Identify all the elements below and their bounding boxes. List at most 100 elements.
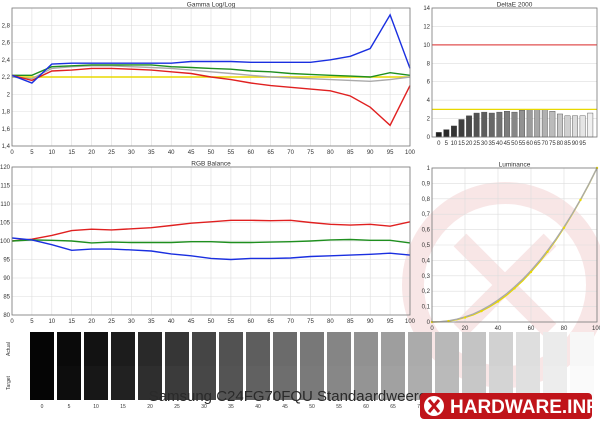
swatch-actual	[84, 332, 108, 366]
x-tick-label: 100	[592, 326, 600, 332]
swatch-label: 5	[68, 404, 71, 410]
series-line-green	[12, 64, 411, 78]
y-tick-label: 0,3	[422, 274, 431, 280]
y-tick-label: 2	[7, 92, 11, 98]
swatch-actual	[300, 332, 324, 366]
swatch-actual	[408, 332, 432, 366]
x-tick-label: 55	[519, 141, 526, 147]
x-tick-label: 20	[462, 326, 469, 332]
swatch-label: 40	[255, 404, 261, 410]
y-tick-label: 115	[0, 184, 10, 190]
swatch-label: 60	[363, 404, 369, 410]
series-line-red	[11, 67, 411, 127]
x-tick-label: 90	[367, 150, 374, 156]
plot-frame	[431, 167, 598, 323]
x-tick-label: 70	[287, 150, 294, 156]
swatch-label: 50	[309, 404, 315, 410]
x-tick-label: 25	[108, 150, 115, 156]
x-tick-label: 90	[572, 141, 579, 147]
plot-frame	[11, 166, 411, 316]
y-tick-label: 0,9	[422, 181, 431, 187]
y-tick-label: 100	[0, 239, 11, 245]
bar	[587, 112, 594, 138]
chart-3: Luminance 0 0,1 0,2 0,3 0,4 0,5 0,6 0,7 0,8 0,9 1 0 2…	[422, 162, 600, 333]
series-line-blue	[11, 13, 411, 84]
luminance-point	[463, 316, 467, 319]
bar	[435, 132, 442, 138]
x-tick-label: 85	[564, 141, 571, 147]
bar	[511, 111, 518, 138]
x-tick-label: 0	[437, 141, 441, 147]
y-tick-label: 1	[427, 166, 431, 172]
swatch-label: 65	[390, 404, 396, 410]
swatch-target	[111, 366, 135, 400]
x-tick-label: 65	[534, 141, 541, 147]
chart-title: DeltaE 2000	[497, 2, 533, 9]
strip-label-actual: Actual	[6, 342, 12, 356]
swatch-actual	[57, 332, 81, 366]
y-tick-label: 0,2	[422, 289, 431, 295]
bar	[541, 109, 548, 138]
swatch-actual	[246, 332, 270, 366]
x-tick-label: 40	[168, 319, 175, 325]
swatch-actual	[570, 332, 594, 366]
strip-label-target: Target	[6, 375, 12, 390]
x-tick-label: 55	[228, 150, 235, 156]
swatch-actual	[381, 332, 405, 366]
x-tick-label: 40	[168, 150, 175, 156]
swatch-actual	[138, 332, 162, 366]
bar	[504, 110, 510, 138]
chart-2: RGB Balance 80 85 90 95 100 105 110 115 120 0 5 10 15…	[0, 161, 416, 326]
x-tick-label: 75	[307, 150, 314, 156]
chart-title: Luminance	[499, 162, 531, 169]
x-tick-label: 20	[466, 141, 473, 147]
x-tick-label: 55	[228, 319, 235, 325]
x-tick-label: 5	[30, 319, 34, 325]
x-tick-label: 10	[48, 319, 55, 325]
y-tick-label: 1,8	[2, 110, 11, 116]
x-tick-label: 100	[405, 319, 416, 325]
y-tick-label: 90	[3, 276, 10, 282]
x-tick-label: 65	[267, 150, 274, 156]
y-tick-label: 1,4	[2, 144, 11, 150]
plot-frame	[431, 7, 598, 138]
x-tick-label: 35	[488, 141, 495, 147]
x-tick-label: 15	[68, 150, 75, 156]
y-tick-label: 4	[427, 98, 431, 104]
bar	[466, 115, 472, 138]
y-tick-label: 2,4	[2, 58, 11, 64]
swatch-actual	[489, 332, 513, 366]
x-tick-label: 20	[88, 150, 95, 156]
swatch-target	[165, 366, 189, 400]
x-tick-label: 30	[128, 150, 135, 156]
series-line-red	[11, 219, 411, 242]
series-line-gray	[11, 65, 411, 83]
swatch-label: 15	[120, 404, 126, 410]
y-tick-label: 14	[423, 6, 430, 12]
y-tick-label: 95	[3, 258, 10, 264]
x-tick-label: 15	[458, 141, 465, 147]
swatch-actual	[354, 332, 378, 366]
x-tick-label: 5	[445, 141, 449, 147]
x-tick-label: 95	[579, 141, 586, 147]
x-tick-label: 15	[68, 319, 75, 325]
x-tick-label: 95	[387, 319, 394, 325]
x-tick-label: 0	[430, 326, 434, 332]
y-tick-label: 0,8	[422, 197, 431, 203]
x-tick-label: 85	[347, 319, 354, 325]
swatch-label: 0	[41, 404, 44, 410]
swatch-target	[84, 366, 108, 400]
luminance-point	[562, 226, 566, 229]
x-tick-label: 85	[347, 150, 354, 156]
swatch-actual	[111, 332, 135, 366]
x-tick-label: 25	[473, 141, 480, 147]
x-tick-label: 45	[188, 150, 195, 156]
x-tick-label: 30	[128, 319, 135, 325]
swatch-actual	[516, 332, 540, 366]
logo-text: HARDWARE.INFO	[450, 397, 592, 418]
bar	[526, 109, 533, 138]
luminance-point	[529, 270, 533, 274]
x-tick-label: 75	[549, 141, 556, 147]
swatch-target	[192, 366, 216, 400]
